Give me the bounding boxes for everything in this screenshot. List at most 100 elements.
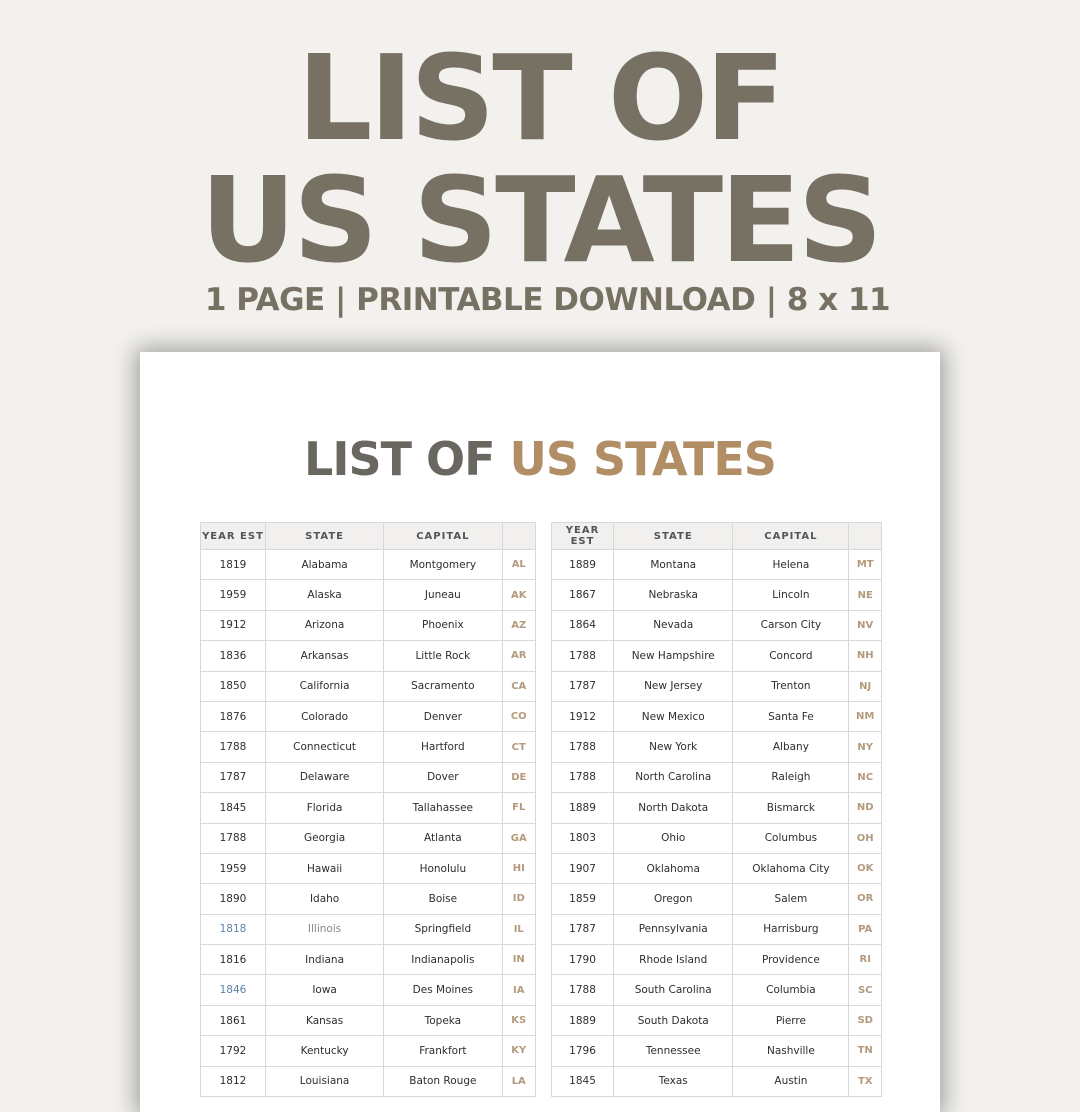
year-cell: 1907 <box>550 852 615 885</box>
state-cell: Alabama <box>264 548 385 581</box>
year-cell: 1787 <box>200 761 266 794</box>
abbr-cell: GA <box>501 822 537 854</box>
state-cell: Iowa <box>264 974 385 1006</box>
capital-cell: Albany <box>732 731 850 763</box>
table-row: 1867 Nebraska Lincoln NE <box>550 579 882 611</box>
states-table-right: YEAR EST STATE CAPITAL 1889 Montana Helena MT 1… <box>550 522 882 1098</box>
state-cell: Kentucky <box>264 1035 385 1067</box>
hero-title-line1: LIST OF <box>297 29 786 167</box>
abbr-cell: NM <box>848 700 882 733</box>
state-cell: Nevada <box>613 609 734 642</box>
year-cell: 1890 <box>200 883 266 915</box>
year-cell: 1859 <box>550 883 615 915</box>
abbr-cell: NJ <box>848 670 882 702</box>
abbr-cell: HI <box>501 852 537 885</box>
state-cell: California <box>264 670 385 702</box>
abbr-cell: PA <box>848 913 882 946</box>
year-cell: 1845 <box>200 792 266 824</box>
header-row: YEAR EST STATE CAPITAL <box>550 522 882 550</box>
abbr-cell: OH <box>848 822 882 854</box>
year-cell: 1861 <box>200 1004 266 1037</box>
capital-cell: Trenton <box>732 670 850 702</box>
state-cell: Nebraska <box>613 579 734 611</box>
table-row: 1788 New York Albany NY <box>550 731 882 763</box>
abbr-cell: MT <box>848 548 882 581</box>
year-cell: 1787 <box>550 670 615 702</box>
abbr-cell: NY <box>848 731 882 763</box>
year-cell: 1787 <box>550 913 615 946</box>
capital-cell: Harrisburg <box>732 913 850 946</box>
state-cell: Pennsylvania <box>613 913 734 946</box>
capital-cell: Denver <box>383 700 503 733</box>
state-cell: Hawaii <box>264 852 385 885</box>
column-header: CAPITAL <box>732 522 850 550</box>
column-header: YEAR EST <box>200 522 266 550</box>
abbr-cell: NE <box>848 579 882 611</box>
capital-cell: Springfield <box>383 913 503 946</box>
capital-cell: Des Moines <box>383 974 503 1006</box>
capital-cell: Topeka <box>383 1004 503 1037</box>
table-row: 1788 Georgia Atlanta GA <box>200 822 537 854</box>
capital-cell: Lincoln <box>732 579 850 611</box>
table-row: 1788 North Carolina Raleigh NC <box>550 761 882 794</box>
state-cell: New Mexico <box>613 700 734 733</box>
abbr-cell: NH <box>848 640 882 672</box>
abbr-cell: OR <box>848 883 882 915</box>
page-title-part1: LIST OF <box>304 432 510 486</box>
state-cell: Indiana <box>264 944 385 976</box>
state-cell: South Carolina <box>613 974 734 1006</box>
year-cell: 1867 <box>550 579 615 611</box>
capital-cell: Montgomery <box>383 548 503 581</box>
state-cell: Louisiana <box>264 1065 385 1098</box>
abbr-cell: TN <box>848 1035 882 1067</box>
abbr-cell: IA <box>501 974 537 1006</box>
state-cell: North Dakota <box>613 792 734 824</box>
table-row: 1864 Nevada Carson City NV <box>550 609 882 642</box>
table-row: 1788 South Carolina Columbia SC <box>550 974 882 1006</box>
year-cell: 1959 <box>200 852 266 885</box>
capital-cell: Phoenix <box>383 609 503 642</box>
table-row: 1787 Delaware Dover DE <box>200 761 537 794</box>
header-row: YEAR EST STATE CAPITAL <box>200 522 537 550</box>
abbr-cell: NC <box>848 761 882 794</box>
state-cell: Ohio <box>613 822 734 854</box>
table-row: 1959 Alaska Juneau AK <box>200 579 537 611</box>
capital-cell: Carson City <box>732 609 850 642</box>
year-cell: 1816 <box>200 944 266 976</box>
abbr-cell: CT <box>501 731 537 763</box>
state-cell: Georgia <box>264 822 385 854</box>
table-row: 1846 Iowa Des Moines IA <box>200 974 537 1006</box>
hero-title-line2: US STATES <box>200 151 882 289</box>
state-cell: Kansas <box>264 1004 385 1037</box>
state-cell: Oregon <box>613 883 734 915</box>
year-cell: 1803 <box>550 822 615 854</box>
state-cell: Colorado <box>264 700 385 733</box>
year-cell: 1959 <box>200 579 266 611</box>
year-cell: 1846 <box>200 974 266 1006</box>
capital-cell: Little Rock <box>383 640 503 672</box>
abbr-cell: SC <box>848 974 882 1006</box>
abbr-cell: TX <box>848 1065 882 1098</box>
abbr-cell: AR <box>501 640 537 672</box>
capital-cell: Juneau <box>383 579 503 611</box>
capital-cell: Salem <box>732 883 850 915</box>
capital-cell: Nashville <box>732 1035 850 1067</box>
table-row: 1788 Connecticut Hartford CT <box>200 731 537 763</box>
capital-cell: Providence <box>732 944 850 976</box>
abbr-cell: KS <box>501 1004 537 1037</box>
table-row: 1787 Pennsylvania Harrisburg PA <box>550 913 882 946</box>
year-cell: 1790 <box>550 944 615 976</box>
column-header <box>848 522 882 550</box>
capital-cell: Atlanta <box>383 822 503 854</box>
table-row: 1876 Colorado Denver CO <box>200 700 537 733</box>
state-cell: New Jersey <box>613 670 734 702</box>
state-cell: Oklahoma <box>613 852 734 885</box>
table-row: 1787 New Jersey Trenton NJ <box>550 670 882 702</box>
page-title: LIST OF US STATES <box>0 432 1080 486</box>
table-row: 1889 South Dakota Pierre SD <box>550 1004 882 1037</box>
table-row: 1859 Oregon Salem OR <box>550 883 882 915</box>
year-cell: 1889 <box>550 548 615 581</box>
column-header <box>501 522 537 550</box>
abbr-cell: CA <box>501 670 537 702</box>
capital-cell: Bismarck <box>732 792 850 824</box>
